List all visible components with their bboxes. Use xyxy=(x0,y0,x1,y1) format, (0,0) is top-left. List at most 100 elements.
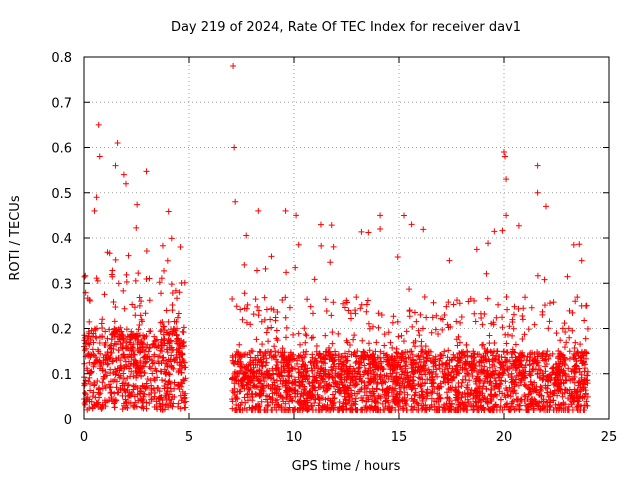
data-point xyxy=(129,331,136,338)
data-point xyxy=(293,212,300,219)
data-point xyxy=(477,390,484,397)
data-point xyxy=(540,403,547,410)
data-point xyxy=(166,378,173,385)
data-point xyxy=(249,377,256,384)
data-point xyxy=(267,316,274,323)
data-point xyxy=(129,301,136,308)
data-point xyxy=(574,406,581,413)
data-point xyxy=(166,371,173,378)
data-point xyxy=(559,325,566,332)
data-point xyxy=(108,336,115,343)
data-point xyxy=(544,382,551,389)
data-point xyxy=(529,366,536,373)
data-point xyxy=(243,319,250,326)
data-point xyxy=(410,339,417,346)
data-point xyxy=(319,375,326,382)
data-point xyxy=(491,339,498,346)
data-point xyxy=(328,404,335,411)
data-point xyxy=(409,351,416,358)
data-point xyxy=(456,349,463,356)
data-point xyxy=(423,395,430,402)
data-point xyxy=(374,380,381,387)
data-point xyxy=(481,345,488,352)
data-point xyxy=(111,376,118,383)
data-point xyxy=(118,352,125,359)
data-point xyxy=(359,337,366,344)
data-point xyxy=(503,401,510,408)
data-point xyxy=(403,374,410,381)
data-point xyxy=(412,389,419,396)
data-point xyxy=(509,378,516,385)
data-point xyxy=(267,348,274,355)
data-point xyxy=(156,388,163,395)
data-point xyxy=(361,352,368,359)
data-point xyxy=(553,367,560,374)
data-point xyxy=(128,347,135,354)
data-point xyxy=(581,368,588,375)
data-point xyxy=(493,383,500,390)
data-point xyxy=(391,375,398,382)
data-point xyxy=(132,312,139,319)
data-point xyxy=(344,339,351,346)
data-point xyxy=(82,340,89,347)
data-point xyxy=(381,331,388,338)
data-point xyxy=(123,180,129,187)
data-point xyxy=(297,352,304,359)
data-point xyxy=(262,265,269,272)
data-point xyxy=(182,390,189,397)
data-point xyxy=(111,390,118,397)
data-point xyxy=(358,406,365,413)
data-point xyxy=(525,391,532,398)
data-point xyxy=(353,294,360,301)
data-point xyxy=(94,277,101,284)
data-point xyxy=(388,373,395,380)
data-point xyxy=(153,368,160,375)
data-point xyxy=(389,370,396,377)
y-tick-label: 0.1 xyxy=(51,368,72,383)
data-point xyxy=(91,325,98,332)
data-point xyxy=(541,302,548,309)
data-point xyxy=(429,383,436,390)
data-point xyxy=(133,224,140,231)
data-point xyxy=(294,388,301,395)
data-point xyxy=(580,380,587,387)
data-point xyxy=(316,350,323,357)
data-point xyxy=(134,201,141,208)
data-point xyxy=(160,323,167,330)
data-point xyxy=(448,401,455,408)
data-point xyxy=(575,395,582,402)
data-point xyxy=(375,354,382,361)
data-point xyxy=(126,339,133,346)
data-point xyxy=(454,342,461,349)
data-point xyxy=(279,406,286,413)
data-point xyxy=(343,299,350,306)
data-point xyxy=(555,381,562,388)
data-point xyxy=(342,397,349,404)
data-point xyxy=(243,232,250,239)
data-point xyxy=(91,402,98,409)
data-point xyxy=(510,397,517,404)
data-point xyxy=(131,304,138,311)
data-point xyxy=(417,352,424,359)
data-point xyxy=(136,302,143,309)
data-point xyxy=(144,376,151,383)
data-point xyxy=(415,327,422,334)
data-point xyxy=(445,377,452,384)
data-point xyxy=(415,374,422,381)
data-point xyxy=(398,350,405,357)
data-point xyxy=(379,374,386,381)
data-point xyxy=(323,307,330,314)
data-point xyxy=(102,368,109,375)
data-point xyxy=(268,253,275,260)
data-point xyxy=(249,405,256,412)
data-point xyxy=(234,395,241,402)
data-point xyxy=(252,391,259,398)
data-point xyxy=(458,313,465,320)
y-tick-label: 0.2 xyxy=(51,323,72,338)
data-point xyxy=(361,362,368,369)
data-point xyxy=(295,406,302,413)
data-point xyxy=(444,394,451,401)
data-point xyxy=(399,405,406,412)
data-point xyxy=(493,406,500,413)
data-point xyxy=(444,365,451,372)
